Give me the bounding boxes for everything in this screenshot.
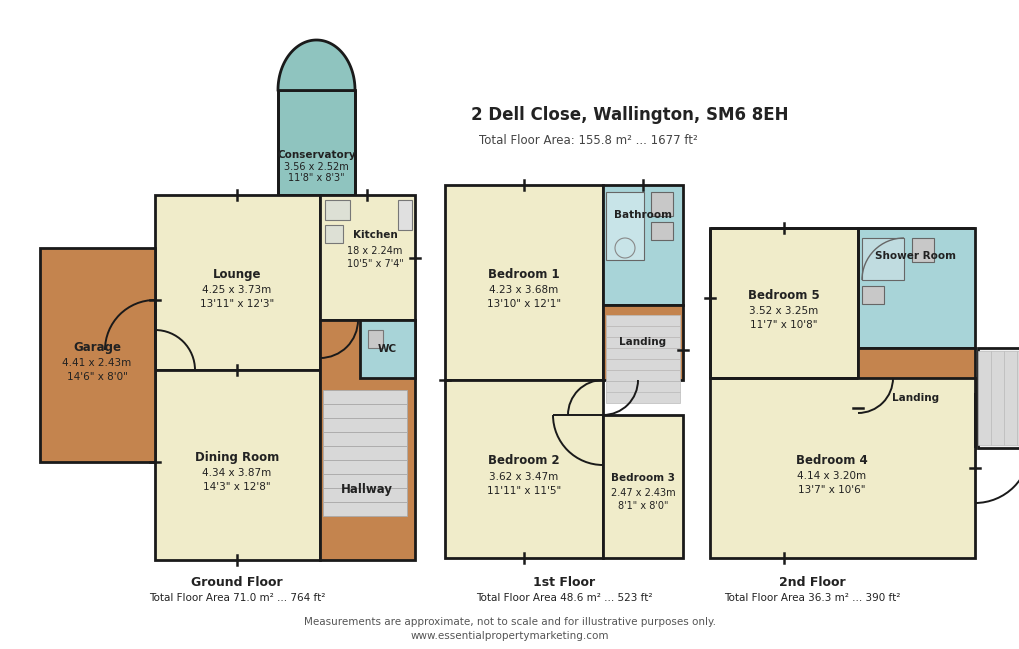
Text: 10'5" x 7'4": 10'5" x 7'4" xyxy=(346,259,404,269)
Bar xyxy=(650,222,673,240)
Bar xyxy=(605,192,643,260)
Text: Measurements are approximate, not to scale and for illustrative purposes only.: Measurements are approximate, not to sca… xyxy=(304,617,715,627)
Bar xyxy=(323,390,407,404)
Text: Bathroom: Bathroom xyxy=(613,210,672,220)
Bar xyxy=(861,286,883,304)
Bar xyxy=(861,238,903,280)
Text: 2.47 x 2.43m: 2.47 x 2.43m xyxy=(610,488,675,498)
Text: 2 Dell Close, Wallington, SM6 8EH: 2 Dell Close, Wallington, SM6 8EH xyxy=(471,106,788,124)
Bar xyxy=(1016,351,1019,445)
Bar xyxy=(323,432,407,446)
Text: Bedroom 1: Bedroom 1 xyxy=(488,267,559,280)
Text: Ground Floor: Ground Floor xyxy=(191,576,282,589)
Text: 3.62 x 3.47m: 3.62 x 3.47m xyxy=(489,472,558,482)
Bar xyxy=(397,200,412,230)
Bar xyxy=(40,248,155,462)
Text: 4.41 x 2.43m: 4.41 x 2.43m xyxy=(62,358,131,368)
Text: 4.23 x 3.68m: 4.23 x 3.68m xyxy=(489,285,558,295)
Text: Landing: Landing xyxy=(619,337,665,347)
Polygon shape xyxy=(278,40,355,90)
Text: 8'1" x 8'0": 8'1" x 8'0" xyxy=(618,501,667,511)
Text: 14'6" x 8'0": 14'6" x 8'0" xyxy=(66,372,127,382)
Bar xyxy=(605,348,680,359)
Bar xyxy=(605,359,680,370)
Text: Total Floor Area: 155.8 m² ... 1677 ft²: Total Floor Area: 155.8 m² ... 1677 ft² xyxy=(478,134,697,147)
Bar xyxy=(602,185,683,305)
Text: Hallway: Hallway xyxy=(340,484,392,496)
Bar xyxy=(320,195,415,320)
Bar xyxy=(323,502,407,516)
Bar xyxy=(278,90,355,195)
Bar xyxy=(602,415,683,558)
Bar xyxy=(977,351,990,445)
Bar xyxy=(368,330,382,348)
Text: 1st Floor: 1st Floor xyxy=(532,576,594,589)
Bar xyxy=(602,305,683,380)
Bar xyxy=(155,195,320,370)
Text: Bedroom 3: Bedroom 3 xyxy=(610,473,675,483)
Bar xyxy=(605,392,680,403)
Bar xyxy=(605,337,680,348)
Text: www.essentialpropertymarketing.com: www.essentialpropertymarketing.com xyxy=(411,631,608,641)
Bar xyxy=(1003,351,1016,445)
Bar xyxy=(323,418,407,432)
Text: 14'3" x 12'8": 14'3" x 12'8" xyxy=(203,482,271,492)
Bar xyxy=(444,185,602,380)
Text: Bedroom 4: Bedroom 4 xyxy=(796,454,867,467)
Bar xyxy=(325,225,342,243)
Text: 13'10" x 12'1": 13'10" x 12'1" xyxy=(486,299,560,309)
Text: 2nd Floor: 2nd Floor xyxy=(777,576,845,589)
Text: 13'11" x 12'3": 13'11" x 12'3" xyxy=(200,299,274,309)
Bar xyxy=(911,238,933,262)
Bar xyxy=(323,404,407,418)
Text: Bedroom 5: Bedroom 5 xyxy=(747,289,819,302)
Bar xyxy=(709,228,857,378)
Bar xyxy=(857,228,974,348)
Bar xyxy=(990,351,1003,445)
Text: Landing: Landing xyxy=(892,393,938,403)
Text: Bedroom 2: Bedroom 2 xyxy=(488,454,559,467)
Text: WC: WC xyxy=(377,344,396,354)
Bar xyxy=(325,200,350,220)
Bar xyxy=(990,351,1003,445)
Bar xyxy=(444,380,602,558)
Text: Kitchen: Kitchen xyxy=(353,230,397,240)
Text: Total Floor Area 71.0 m² ... 764 ft²: Total Floor Area 71.0 m² ... 764 ft² xyxy=(149,593,325,603)
Text: Total Floor Area 48.6 m² ... 523 ft²: Total Floor Area 48.6 m² ... 523 ft² xyxy=(475,593,651,603)
Text: 11'7" x 10'8": 11'7" x 10'8" xyxy=(750,320,817,330)
Text: Conservatory: Conservatory xyxy=(277,150,356,160)
Bar xyxy=(709,378,974,558)
Bar xyxy=(360,320,415,378)
Text: Lounge: Lounge xyxy=(213,267,261,280)
Bar xyxy=(605,315,680,326)
Text: 4.14 x 3.20m: 4.14 x 3.20m xyxy=(797,471,866,481)
Text: Garage: Garage xyxy=(73,341,121,354)
Bar xyxy=(1016,351,1019,445)
Bar xyxy=(1003,351,1016,445)
Bar xyxy=(323,460,407,474)
Text: 3.56 x 2.52m: 3.56 x 2.52m xyxy=(284,162,348,172)
Bar xyxy=(605,370,680,381)
Text: 4.25 x 3.73m: 4.25 x 3.73m xyxy=(202,285,271,295)
Bar xyxy=(323,446,407,460)
Bar xyxy=(605,381,680,392)
Text: 4.34 x 3.87m: 4.34 x 3.87m xyxy=(202,468,271,478)
Bar xyxy=(320,320,415,560)
Bar xyxy=(323,488,407,502)
Bar xyxy=(155,370,320,560)
Text: Dining Room: Dining Room xyxy=(195,450,279,463)
Bar xyxy=(977,348,1019,448)
Text: Total Floor Area 36.3 m² ... 390 ft²: Total Floor Area 36.3 m² ... 390 ft² xyxy=(723,593,900,603)
Text: Shower Room: Shower Room xyxy=(874,251,956,261)
Bar xyxy=(650,192,673,216)
Text: 11'8" x 8'3": 11'8" x 8'3" xyxy=(288,173,344,183)
Bar xyxy=(857,348,974,448)
Bar xyxy=(605,326,680,337)
Bar xyxy=(977,351,990,445)
Text: 3.52 x 3.25m: 3.52 x 3.25m xyxy=(749,306,818,316)
Text: 18 x 2.24m: 18 x 2.24m xyxy=(347,246,403,256)
Text: 11'11" x 11'5": 11'11" x 11'5" xyxy=(486,486,560,496)
Bar xyxy=(323,474,407,488)
Text: 13'7" x 10'6": 13'7" x 10'6" xyxy=(798,485,865,495)
